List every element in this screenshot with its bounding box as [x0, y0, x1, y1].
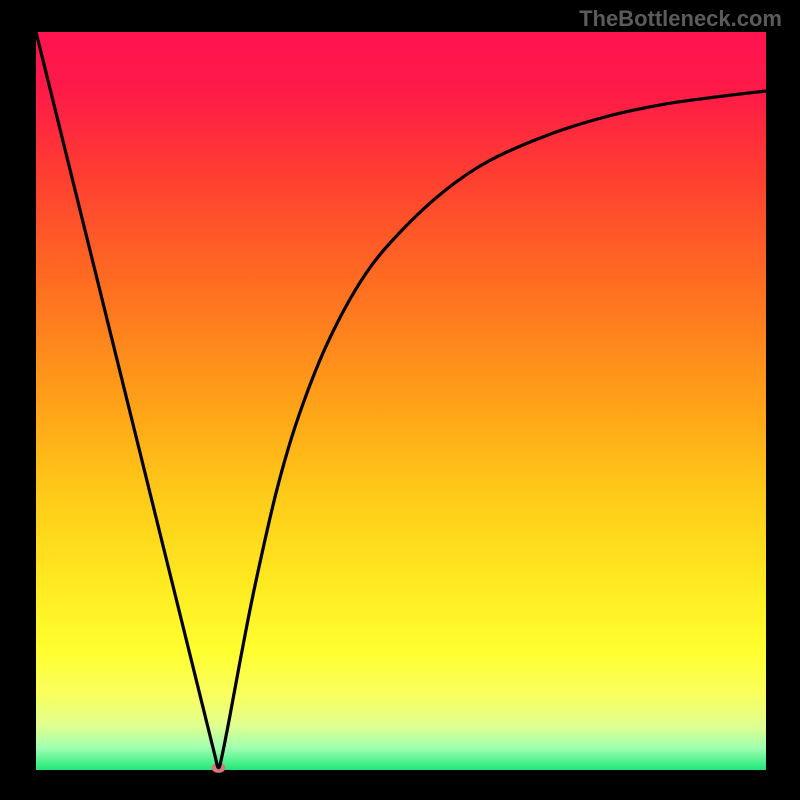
watermark-text: TheBottleneck.com — [579, 6, 782, 32]
chart-frame: TheBottleneck.com — [0, 0, 800, 800]
plot-background — [36, 32, 766, 770]
chart-svg — [0, 0, 800, 800]
